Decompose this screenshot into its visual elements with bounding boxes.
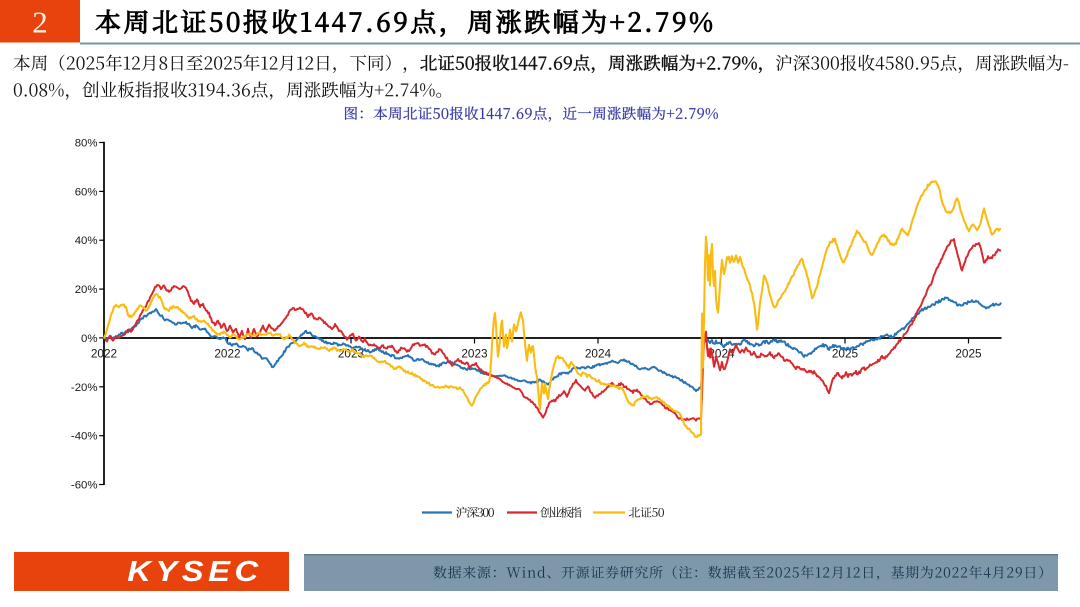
svg-text:KYSEC: KYSEC [127, 555, 262, 588]
svg-text:-20%: -20% [71, 382, 98, 394]
svg-text:-40%: -40% [71, 431, 98, 443]
svg-text:60%: 60% [75, 186, 98, 198]
svg-text:2022: 2022 [214, 347, 240, 361]
svg-text:2: 2 [32, 5, 48, 40]
svg-text:2022: 2022 [91, 347, 117, 361]
svg-text:2025: 2025 [832, 347, 859, 361]
svg-text:-60%: -60% [71, 480, 98, 492]
svg-text:2024: 2024 [585, 347, 612, 361]
svg-text:80%: 80% [75, 138, 98, 150]
svg-text:2023: 2023 [461, 347, 488, 361]
svg-text:2025: 2025 [955, 347, 982, 361]
svg-text:20%: 20% [75, 284, 98, 296]
svg-text:0%: 0% [81, 333, 97, 345]
svg-text:40%: 40% [75, 235, 98, 247]
